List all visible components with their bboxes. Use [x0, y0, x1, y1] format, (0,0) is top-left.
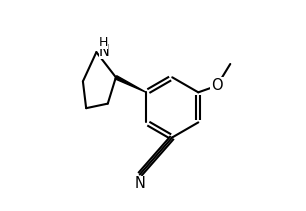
Text: O: O	[211, 78, 223, 93]
Text: H: H	[99, 36, 108, 49]
Polygon shape	[115, 76, 146, 92]
Text: N: N	[99, 44, 110, 59]
Text: N: N	[134, 176, 145, 191]
